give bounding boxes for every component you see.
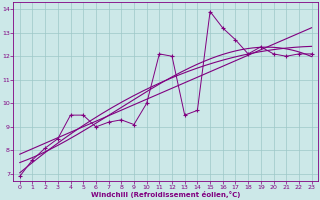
X-axis label: Windchill (Refroidissement éolien,°C): Windchill (Refroidissement éolien,°C) bbox=[91, 191, 240, 198]
